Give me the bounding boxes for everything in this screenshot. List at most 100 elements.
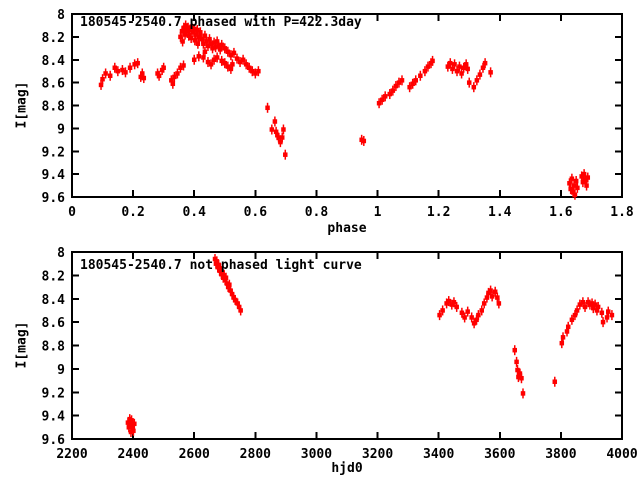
data-point — [100, 76, 105, 82]
data-point — [222, 46, 228, 51]
data-point — [272, 119, 278, 124]
y-tick-label: 8 — [57, 8, 65, 23]
x-tick-label: 3000 — [301, 447, 332, 462]
data-point — [228, 52, 234, 58]
data-point — [265, 105, 270, 111]
data-point — [600, 319, 606, 325]
data-point — [213, 261, 219, 266]
data-point — [591, 305, 596, 311]
data-point — [208, 41, 214, 46]
data-point — [107, 73, 113, 79]
data-point — [220, 269, 225, 275]
data-point — [219, 42, 224, 48]
data-point — [208, 62, 214, 67]
data-point — [129, 418, 134, 423]
data-point — [462, 315, 467, 320]
x-tick-label: 1.6 — [549, 205, 573, 220]
data-point — [567, 181, 572, 186]
data-point — [250, 68, 255, 74]
x-tick-label: 0 — [68, 205, 76, 220]
data-point — [186, 33, 191, 38]
data-point — [440, 308, 445, 313]
data-point — [232, 297, 238, 303]
data-point — [579, 174, 584, 179]
data-point — [211, 57, 217, 62]
x-tick-label: 1.4 — [488, 205, 512, 220]
data-point — [218, 266, 223, 271]
data-point — [210, 46, 215, 51]
data-point — [517, 371, 523, 376]
data-point — [418, 73, 423, 79]
data-point — [425, 64, 431, 69]
data-point — [471, 321, 477, 326]
data-point — [198, 30, 203, 35]
data-point — [569, 176, 575, 181]
data-point — [179, 28, 185, 34]
data-point — [382, 94, 388, 99]
data-point — [130, 425, 135, 430]
data-point — [486, 290, 491, 296]
data-point — [446, 298, 451, 304]
data-point — [410, 81, 415, 87]
x-tick-label: 2200 — [56, 447, 87, 462]
data-point — [459, 310, 465, 316]
data-point — [205, 59, 211, 65]
data-point — [216, 262, 221, 268]
x-tick-label: 1.2 — [427, 205, 450, 220]
data-point — [448, 60, 453, 66]
data-point — [182, 32, 188, 37]
data-point — [488, 288, 493, 293]
data-point — [98, 82, 104, 88]
data-point — [471, 84, 477, 90]
data-point — [582, 304, 588, 310]
data-point — [156, 73, 162, 79]
data-point — [450, 66, 455, 72]
data-point — [204, 39, 209, 44]
data-point — [123, 70, 128, 75]
data-point — [214, 39, 220, 44]
data-point — [580, 300, 586, 305]
data-point — [193, 32, 199, 37]
data-point — [407, 84, 412, 90]
data-point — [461, 65, 466, 71]
data-point — [207, 36, 212, 42]
x-tick-label: 3600 — [484, 447, 515, 462]
data-point — [575, 185, 580, 191]
data-point — [516, 374, 521, 380]
data-point — [211, 40, 217, 45]
data-point — [361, 138, 367, 144]
data-point — [138, 74, 143, 80]
data-point — [201, 55, 206, 60]
data-point — [492, 289, 498, 294]
data-point — [396, 80, 402, 85]
data-point — [217, 268, 222, 273]
y-tick-label: 9.4 — [42, 410, 66, 425]
data-point — [589, 301, 595, 306]
data-point — [512, 347, 517, 353]
data-point — [225, 64, 231, 69]
y-tick-label: 9.6 — [42, 191, 66, 206]
y-tick-label: 9.2 — [42, 145, 65, 160]
data-point — [227, 282, 232, 287]
y-tick-label: 9.2 — [42, 386, 65, 401]
x-tick-label: 1.8 — [610, 205, 634, 220]
data-point — [236, 304, 242, 310]
data-point — [594, 308, 600, 313]
data-point — [243, 62, 249, 67]
data-point — [520, 391, 526, 396]
data-point — [219, 58, 224, 64]
plot-title-unphased: 180545-2540.7 not phased light curve — [80, 258, 362, 273]
x-tick-label: 0.8 — [305, 205, 329, 220]
data-point — [225, 284, 231, 290]
data-point — [393, 83, 399, 89]
data-point — [228, 288, 233, 293]
data-point — [132, 62, 137, 67]
y-tick-label: 8.8 — [42, 340, 66, 355]
data-point — [466, 80, 472, 85]
data-point — [185, 25, 191, 30]
y-axis-label-unphased: I[mag] — [14, 321, 30, 369]
data-point — [169, 78, 174, 83]
data-point — [465, 309, 470, 314]
data-point — [552, 379, 558, 384]
